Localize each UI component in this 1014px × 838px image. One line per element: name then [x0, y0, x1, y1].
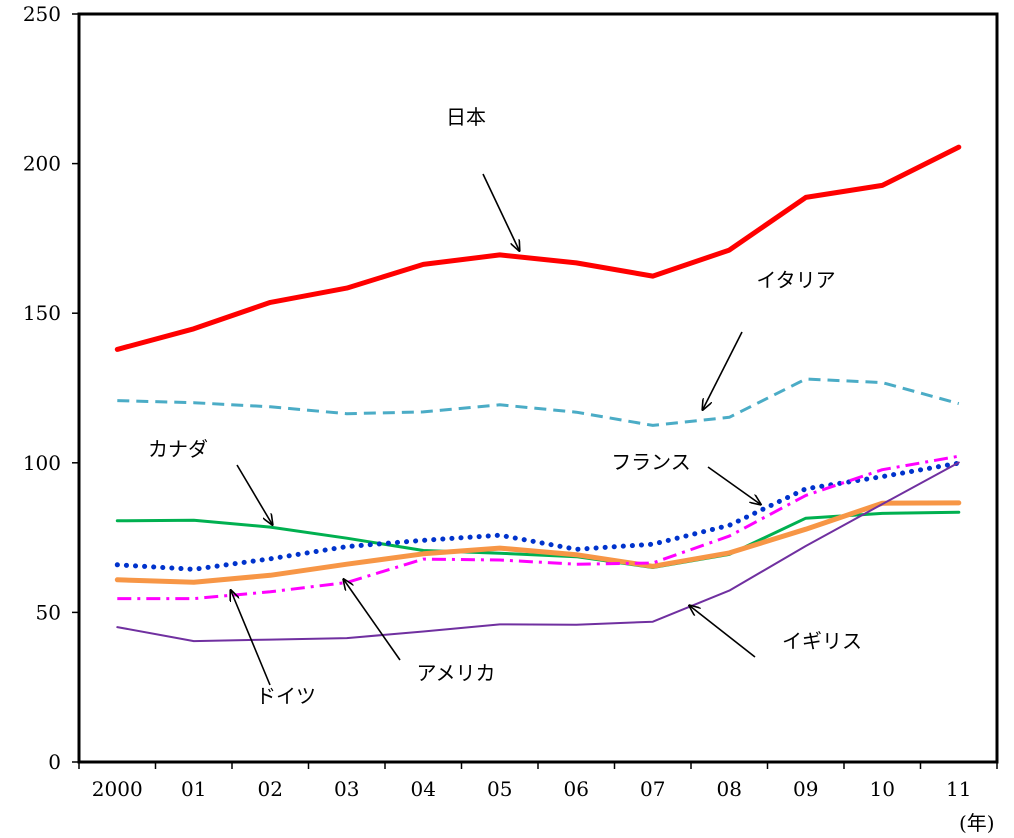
series-line-4 — [114, 500, 962, 585]
annotation-arrow — [231, 591, 271, 686]
annotation-label: カナダ — [148, 437, 208, 461]
series-group — [114, 144, 962, 643]
x-tick-label: 02 — [258, 777, 283, 801]
y-tick-label: 100 — [23, 451, 61, 475]
annotation-arrow — [707, 466, 760, 504]
annotation-arrow — [236, 464, 272, 524]
y-tick-label: 0 — [48, 750, 61, 774]
annotation-label: フランス — [611, 450, 691, 474]
y-tick-label: 50 — [36, 600, 61, 624]
x-tick-label: 06 — [564, 777, 589, 801]
y-tick-label: 200 — [23, 152, 61, 176]
annotation-arrow — [344, 580, 401, 661]
series-line-6 — [116, 461, 960, 643]
x-tick-label: 01 — [181, 777, 206, 801]
annotation-label: アメリカ — [417, 661, 496, 685]
x-tick-label: 09 — [793, 777, 818, 801]
y-tick-label: 150 — [23, 301, 61, 325]
annotation-label: イギリス — [782, 629, 862, 653]
x-tick-label: 11 — [946, 777, 971, 801]
series-line-1 — [117, 377, 960, 427]
annotation-label: イタリア — [756, 268, 835, 292]
annotation-arrow — [703, 331, 743, 409]
series-line-0 — [114, 144, 962, 352]
x-tick-label: 08 — [717, 777, 742, 801]
y-axis: 0 50 100 150 200 250 — [23, 2, 79, 774]
series-line-2 — [115, 510, 961, 569]
x-tick-label: 04 — [411, 777, 436, 801]
x-unit-label: (年) — [959, 811, 995, 835]
annotation-arrow — [690, 606, 756, 658]
x-tick-label: 2000 — [92, 777, 143, 801]
x-tick-label: 05 — [487, 777, 512, 801]
annotation-arrow — [482, 173, 519, 250]
x-tick-label: 07 — [640, 777, 665, 801]
annotation-label: 日本 — [446, 105, 486, 129]
x-axis: 2000 01 02 03 04 05 06 07 08 09 10 11 (年) — [78, 762, 998, 835]
y-tick-label: 250 — [23, 2, 61, 26]
x-tick-label: 03 — [334, 777, 359, 801]
annotation-label: ドイツ — [256, 684, 316, 708]
x-tick-label: 10 — [870, 777, 895, 801]
